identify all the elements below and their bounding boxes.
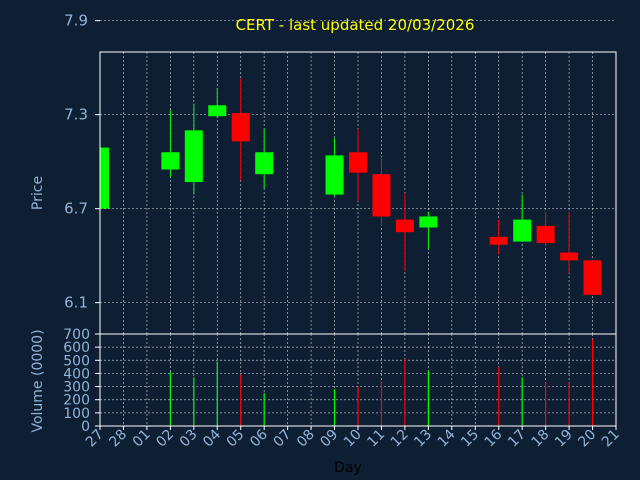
day-tick-label: 14 xyxy=(435,426,459,450)
candle-body xyxy=(184,130,203,183)
price-tick-label: 7.9 xyxy=(64,12,88,30)
day-tick-label: 16 xyxy=(482,426,506,450)
day-tick-label: 18 xyxy=(529,427,553,451)
candle-body xyxy=(536,225,555,244)
volume-tick-label: 0 xyxy=(81,419,90,435)
day-tick-label: 10 xyxy=(341,427,365,451)
day-tick-label: 03 xyxy=(177,427,201,451)
day-tick-label: 05 xyxy=(224,427,248,451)
volume-tick-label: 300 xyxy=(63,380,90,396)
day-tick-label: 11 xyxy=(364,427,388,451)
day-tick-label: 13 xyxy=(411,427,435,451)
x-axis: 27 28 01 02 03 04 05 06 07 08 09 10 11 12 13 14 15 16 17 18… xyxy=(83,426,623,450)
price-axis-label: Price xyxy=(30,176,46,210)
candle-body xyxy=(325,155,344,195)
day-tick-label: 06 xyxy=(247,426,271,450)
candle-body xyxy=(255,152,274,175)
day-tick-label: 21 xyxy=(599,427,623,451)
volume-tick-label: 200 xyxy=(63,393,90,409)
day-tick-label: 12 xyxy=(388,427,412,451)
candle-body xyxy=(560,252,579,261)
candle-body xyxy=(489,236,508,245)
volume-tick-label: 400 xyxy=(63,366,90,382)
candle-body xyxy=(372,174,391,217)
day-tick-label: 15 xyxy=(458,427,482,451)
volume-tick-label: 500 xyxy=(63,353,90,369)
volume-tick-label: 700 xyxy=(63,327,90,343)
day-tick-label: 07 xyxy=(271,427,295,451)
price-panel: 6.1 6.7 7.3 7.9 xyxy=(64,12,617,335)
day-tick-label: 17 xyxy=(505,427,529,451)
volume-axis-label: Volume (0000) xyxy=(30,329,46,432)
day-tick-label: 04 xyxy=(200,426,224,450)
candle-body xyxy=(395,219,414,233)
day-tick-label: 08 xyxy=(294,427,318,451)
price-tick-label: 6.1 xyxy=(64,294,88,312)
candle-body xyxy=(513,219,532,242)
x-axis-label: Day xyxy=(334,460,362,476)
candle-body xyxy=(349,152,367,173)
candle-body xyxy=(208,105,227,117)
candle-body xyxy=(161,152,180,170)
candle-body xyxy=(583,260,602,295)
day-tick-label: 28 xyxy=(106,427,130,451)
candle-body xyxy=(231,113,250,142)
price-tick-label: 6.7 xyxy=(64,200,88,218)
day-tick-label: 01 xyxy=(130,427,154,451)
candle-body xyxy=(100,147,109,209)
candle-body xyxy=(419,216,438,228)
chart-title: CERT - last updated 20/03/2026 xyxy=(236,16,475,34)
volume-tick-label: 100 xyxy=(63,406,90,422)
day-tick-label: 19 xyxy=(552,427,576,451)
day-tick-label: 02 xyxy=(153,427,177,451)
volume-tick-label: 600 xyxy=(63,340,90,356)
day-tick-label: 09 xyxy=(317,427,341,451)
price-tick-label: 7.3 xyxy=(64,106,88,124)
day-tick-label: 20 xyxy=(575,427,599,451)
